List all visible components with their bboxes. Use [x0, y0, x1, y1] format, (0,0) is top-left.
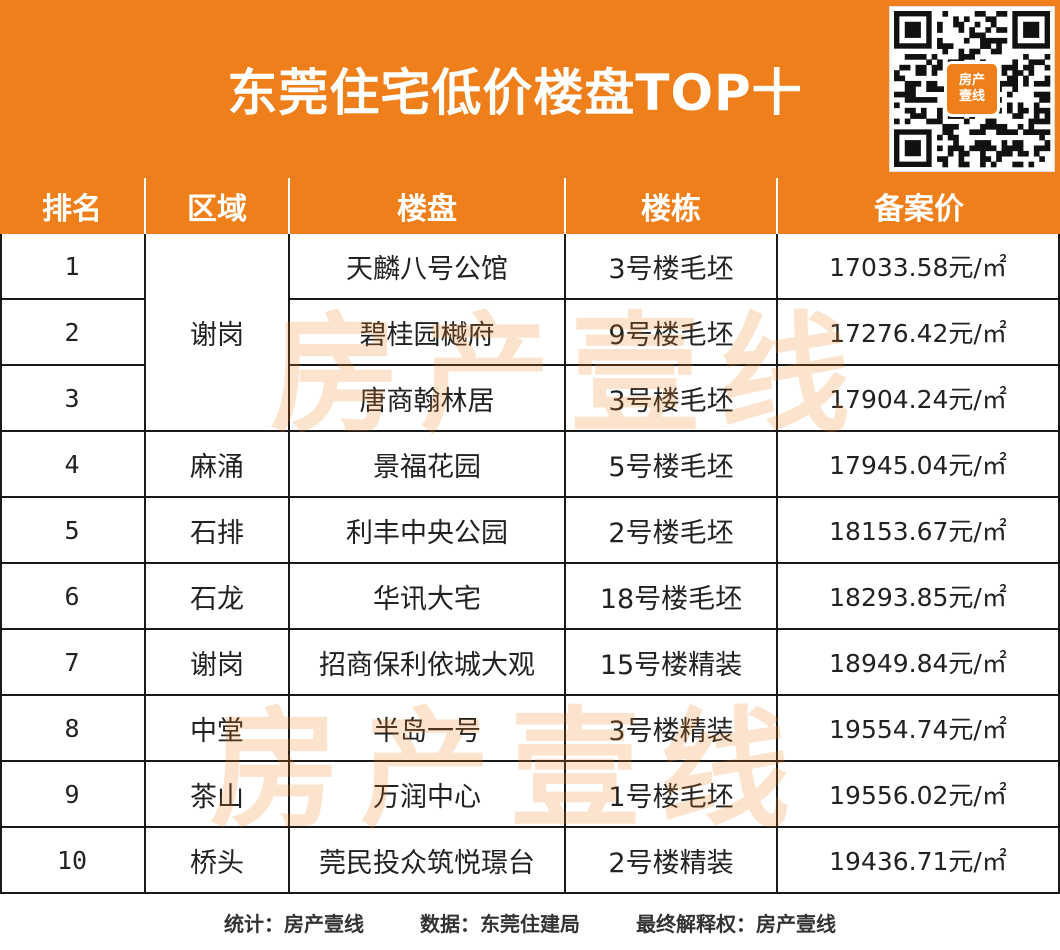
column-header-price: 备案价	[874, 192, 964, 227]
brand-logo-line-1: 房产	[958, 73, 985, 88]
rank-cell: 1	[0, 234, 146, 300]
building-cell: 5号楼毛坯	[566, 432, 778, 498]
project-cell: 万润中心	[290, 762, 566, 828]
project-cell: 华讯大宅	[290, 564, 566, 630]
price-cell: 17033.58元/㎡	[778, 234, 1060, 300]
building-cell: 1号楼毛坯	[566, 762, 778, 828]
price-cell: 18153.67元/㎡	[778, 498, 1060, 564]
region-cell: 桥头	[146, 828, 290, 894]
footer-rights: 最终解释权：房产壹线	[636, 911, 836, 936]
rank-cell: 4	[0, 432, 146, 498]
region-cell: 中堂	[146, 696, 290, 762]
rank-cell: 2	[0, 300, 146, 366]
region-cell: 石排	[146, 498, 290, 564]
page-title: 东莞住宅低价楼盘TOP十	[227, 64, 803, 122]
region-cell: 茶山	[146, 762, 290, 828]
rank-cell: 8	[0, 696, 146, 762]
rank-cell: 6	[0, 564, 146, 630]
price-cell: 18949.84元/㎡	[778, 630, 1060, 696]
project-cell: 半岛一号	[290, 696, 566, 762]
brand-logo: 房产 壹线	[944, 61, 1000, 117]
project-cell: 招商保利依城大观	[290, 630, 566, 696]
price-cell: 18293.85元/㎡	[778, 564, 1060, 630]
building-cell: 9号楼毛坯	[566, 300, 778, 366]
footer: 统计：房产壹线 数据：东莞住建局 最终解释权：房产壹线	[0, 894, 1060, 950]
title-banner	[0, 0, 1060, 178]
project-cell: 景福花园	[290, 432, 566, 498]
footer-stat: 统计：房产壹线	[224, 911, 364, 936]
price-cell: 17945.04元/㎡	[778, 432, 1060, 498]
rank-cell: 5	[0, 498, 146, 564]
price-cell: 19436.71元/㎡	[778, 828, 1060, 894]
rank-cell: 10	[0, 828, 146, 894]
project-cell: 利丰中央公园	[290, 498, 566, 564]
rank-cell: 7	[0, 630, 146, 696]
table-body: 1 天麟八号公馆 3号楼毛坯 17033.58元/㎡ 2 碧桂园樾府 9号楼毛坯 17276.…	[0, 234, 1060, 894]
price-cell: 19554.74元/㎡	[778, 696, 1060, 762]
rank-cell: 9	[0, 762, 146, 828]
table-header: 排名 区域 楼盘 楼栋 备案价	[0, 178, 1060, 234]
price-cell: 17904.24元/㎡	[778, 366, 1060, 432]
project-cell: 碧桂园樾府	[290, 300, 566, 366]
project-cell: 莞民投众筑悦璟台	[290, 828, 566, 894]
qr-code-icon	[894, 11, 1051, 168]
column-header-building: 楼栋	[566, 178, 778, 234]
footer-source: 数据：东莞住建局	[420, 911, 580, 936]
project-cell: 天麟八号公馆	[290, 234, 566, 300]
building-cell: 15号楼精装	[566, 630, 778, 696]
building-cell: 18号楼毛坯	[566, 564, 778, 630]
column-header-region: 区域	[146, 178, 290, 234]
rank-cell: 3	[0, 366, 146, 432]
column-header-rank: 排名	[0, 178, 146, 234]
project-cell: 唐商翰林居	[290, 366, 566, 432]
region-cell: 谢岗	[146, 234, 290, 432]
brand-logo-line-2: 壹线	[958, 89, 985, 104]
price-cell: 19556.02元/㎡	[778, 762, 1060, 828]
region-cell: 谢岗	[146, 630, 290, 696]
price-cell: 17276.42元/㎡	[778, 300, 1060, 366]
building-cell: 3号楼毛坯	[566, 234, 778, 300]
qr-code[interactable]: 房产 壹线	[889, 6, 1055, 172]
region-cell: 石龙	[146, 564, 290, 630]
column-header-project: 楼盘	[290, 178, 566, 234]
region-cell: 麻涌	[146, 432, 290, 498]
building-cell: 3号楼毛坯	[566, 366, 778, 432]
building-cell: 3号楼精装	[566, 696, 778, 762]
building-cell: 2号楼毛坯	[566, 498, 778, 564]
building-cell: 2号楼精装	[566, 828, 778, 894]
